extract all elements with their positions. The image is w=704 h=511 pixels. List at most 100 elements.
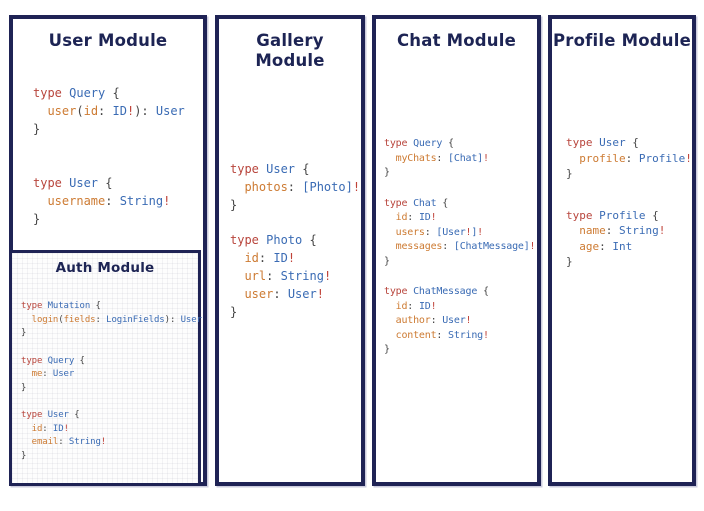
code-line: content: String! [384, 329, 537, 344]
code-token: String [448, 329, 483, 341]
code-token: id [384, 212, 408, 223]
code-token: ! [126, 104, 135, 118]
module-auth-title: Auth Module [55, 260, 155, 276]
code-line: type Mutation { [21, 300, 198, 314]
code-type-block: type Photo { id: ID! url: String! user: … [230, 231, 361, 321]
code-token: String [619, 224, 659, 237]
code-token: : [442, 241, 454, 252]
code-token: { [482, 286, 489, 297]
code-token: ! [316, 287, 324, 301]
code-token: ! [465, 226, 472, 238]
code-token: type [384, 197, 414, 209]
code-line: messages: [ChatMessage]! [384, 240, 537, 255]
module-chat-box: Chat Module type Query { myChats: [Chat]… [372, 15, 541, 486]
code-token: ID [418, 300, 431, 312]
code-token: { [448, 138, 454, 149]
code-token: me [21, 369, 43, 379]
code-token: : [258, 251, 274, 265]
code-token: User [69, 176, 106, 190]
code-token: User [599, 136, 633, 149]
code-line: email: String! [21, 436, 198, 450]
code-token: type [21, 355, 48, 366]
code-token: Int [612, 239, 633, 253]
module-profile-box: Profile Module type User { profile: Prof… [548, 15, 696, 486]
code-token: } [21, 328, 27, 338]
code-token: ID [418, 212, 431, 223]
code-token: : [95, 314, 107, 325]
code-token: : [436, 152, 449, 164]
code-token: : [105, 194, 120, 208]
code-token: ! [465, 315, 472, 326]
code-token: { [302, 162, 310, 176]
code-line: } [230, 196, 361, 214]
code-line: } [21, 382, 198, 396]
code-token: } [21, 382, 27, 393]
code-token: String [68, 437, 101, 447]
code-token: ! [352, 180, 361, 194]
code-token: String [280, 269, 324, 283]
code-token: ID [112, 104, 127, 118]
code-token: type [33, 86, 70, 100]
code-line: type Query { [384, 137, 537, 152]
code-token: { [652, 208, 659, 222]
code-line: name: String! [566, 223, 692, 239]
code-line: login(fields: LoginFields): User [21, 314, 202, 328]
code-token: Chat [413, 197, 443, 209]
code-token: Photo [266, 233, 310, 247]
code-line: url: String! [230, 267, 361, 285]
code-token: Mutation [47, 301, 96, 311]
code-line: type User { [566, 135, 692, 151]
code-line: type Query { [21, 355, 198, 369]
code-token: Query [413, 138, 449, 149]
code-type-block: type Mutation { login(fields: LoginField… [21, 300, 202, 341]
code-type-block: type Query { myChats: [Chat]!} [384, 137, 537, 181]
code-token: ! [63, 423, 69, 434]
code-token: Query [69, 86, 113, 100]
code-token: ( [76, 104, 84, 118]
code-token: } [230, 198, 238, 212]
code-token: users [384, 226, 425, 238]
code-token: type [230, 233, 267, 247]
code-line: type Chat { [384, 197, 537, 212]
code-token: ! [323, 269, 332, 283]
code-type-block: type User { photos: [Photo]!} [230, 160, 361, 214]
code-token: } [33, 122, 41, 136]
code-token: LoginFields [106, 314, 165, 325]
code-token: } [566, 167, 573, 180]
code-token: : [625, 151, 639, 165]
code-line: type Profile { [566, 208, 692, 224]
code-type-block: type ChatMessage { id: ID! author: User!… [384, 285, 537, 358]
code-token: photos [230, 180, 288, 194]
code-token: url [230, 269, 267, 283]
code-token: } [230, 305, 238, 319]
code-token: ! [163, 194, 171, 208]
code-token: : [605, 224, 619, 237]
module-auth-code: type Mutation { login(fields: LoginField… [21, 300, 202, 463]
code-token: } [21, 450, 27, 461]
code-token: id [83, 104, 99, 118]
code-token: ! [430, 212, 437, 223]
code-token: user [33, 104, 77, 118]
code-type-block: type Profile { name: String! age: Int} [566, 208, 692, 270]
code-line: myChats: [Chat]! [384, 152, 537, 167]
module-chat-title: Chat Module [397, 31, 516, 50]
code-token: type [384, 138, 414, 149]
code-line: id: ID! [384, 211, 537, 226]
code-token: ! [482, 152, 489, 164]
module-user-code: type Query { user(id: ID!): User} type Us… [33, 84, 203, 228]
code-type-block: type User { profile: Profile!} [566, 135, 692, 182]
code-token: type [384, 286, 414, 297]
code-line: type User { [33, 174, 203, 192]
code-line: user(id: ID!): User [33, 102, 203, 120]
code-token: { [95, 301, 101, 311]
code-token: username [33, 194, 106, 208]
code-token: id [21, 423, 43, 434]
module-chat-code: type Query { myChats: [Chat]!} type Chat … [384, 137, 537, 358]
code-token: ): [134, 104, 156, 118]
code-line: username: String! [33, 192, 203, 210]
code-token: login [21, 314, 59, 325]
code-line: type User { [21, 409, 198, 423]
module-profile-title: Profile Module [553, 31, 691, 50]
code-line: } [384, 343, 537, 358]
